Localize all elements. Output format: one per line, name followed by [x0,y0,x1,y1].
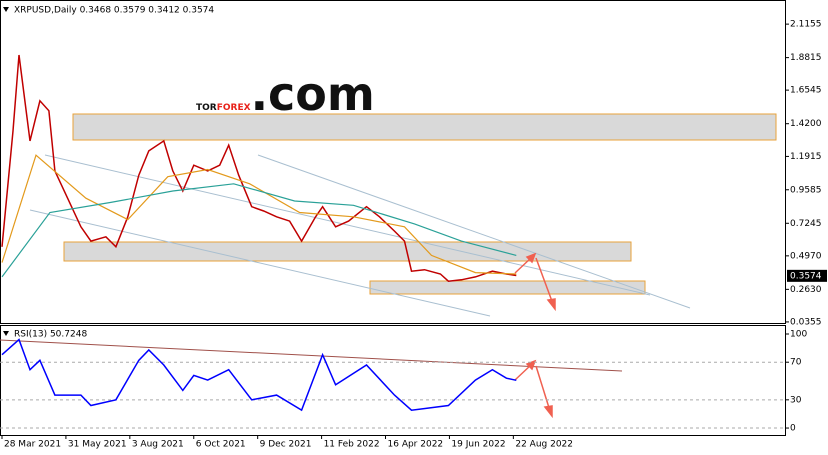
watermark-part: TOR [196,103,217,113]
x-tick-label: 6 Oct 2021 [196,440,246,450]
x-tick-label: 3 Aug 2021 [132,440,184,450]
y-tick-label: 1.4200 [790,119,822,129]
channel-line [44,154,651,296]
watermark-part: .com [251,67,375,121]
x-tick-label: 19 Jun 2022 [451,440,505,450]
chart-title: XRPUSD,Daily 0.3468 0.3579 0.3412 0.3574 [14,6,214,16]
watermark: TORFOREX.com [196,67,375,121]
series-line [1,154,517,275]
y-tick-label: 0.2630 [790,285,822,295]
y-tick-label: 100 [790,329,807,339]
x-tick-label: 31 May 2021 [68,440,127,450]
main-panel [0,0,786,324]
zone [72,113,777,141]
watermark-part: FOREX [217,103,251,113]
x-tick-label: 11 Feb 2022 [324,440,380,450]
x-tick-label: 22 Aug 2022 [515,440,573,450]
zone [63,241,632,262]
price-tag-label: 0.3574 [790,271,822,281]
y-tick-label: 0 [790,424,796,434]
x-tick-label: 28 Mar 2021 [4,440,61,450]
series-line [1,54,517,282]
rsi-panel [0,325,786,436]
y-tick-label: 0.0355 [790,317,822,327]
price-tag [787,269,827,282]
x-tick-label: 9 Dec 2021 [260,440,312,450]
forecast-arrows [514,252,556,419]
series-line [1,338,517,412]
y-tick-label: 0.4970 [790,251,822,261]
y-tick-label: 0.7245 [790,219,822,229]
y-tick-label: 70 [790,358,802,368]
y-tick-label: 2.1155 [790,20,822,30]
trend-line [0,339,623,372]
channel-line [257,154,691,309]
y-tick-label: 1.1915 [790,152,822,162]
title-icon [3,331,9,336]
zone [369,280,646,295]
y-tick-label: 0.9585 [790,185,822,195]
x-tick-label: 16 Apr 2022 [388,440,444,450]
series-line [1,183,517,278]
rsi-title: RSI(13) 50.7248 [14,330,87,340]
y-tick-label: 1.6545 [790,86,822,96]
channel-line [29,209,491,317]
y-tick-label: 30 [790,395,802,405]
y-tick-label: 1.8815 [790,53,822,63]
title-icon [3,7,9,12]
